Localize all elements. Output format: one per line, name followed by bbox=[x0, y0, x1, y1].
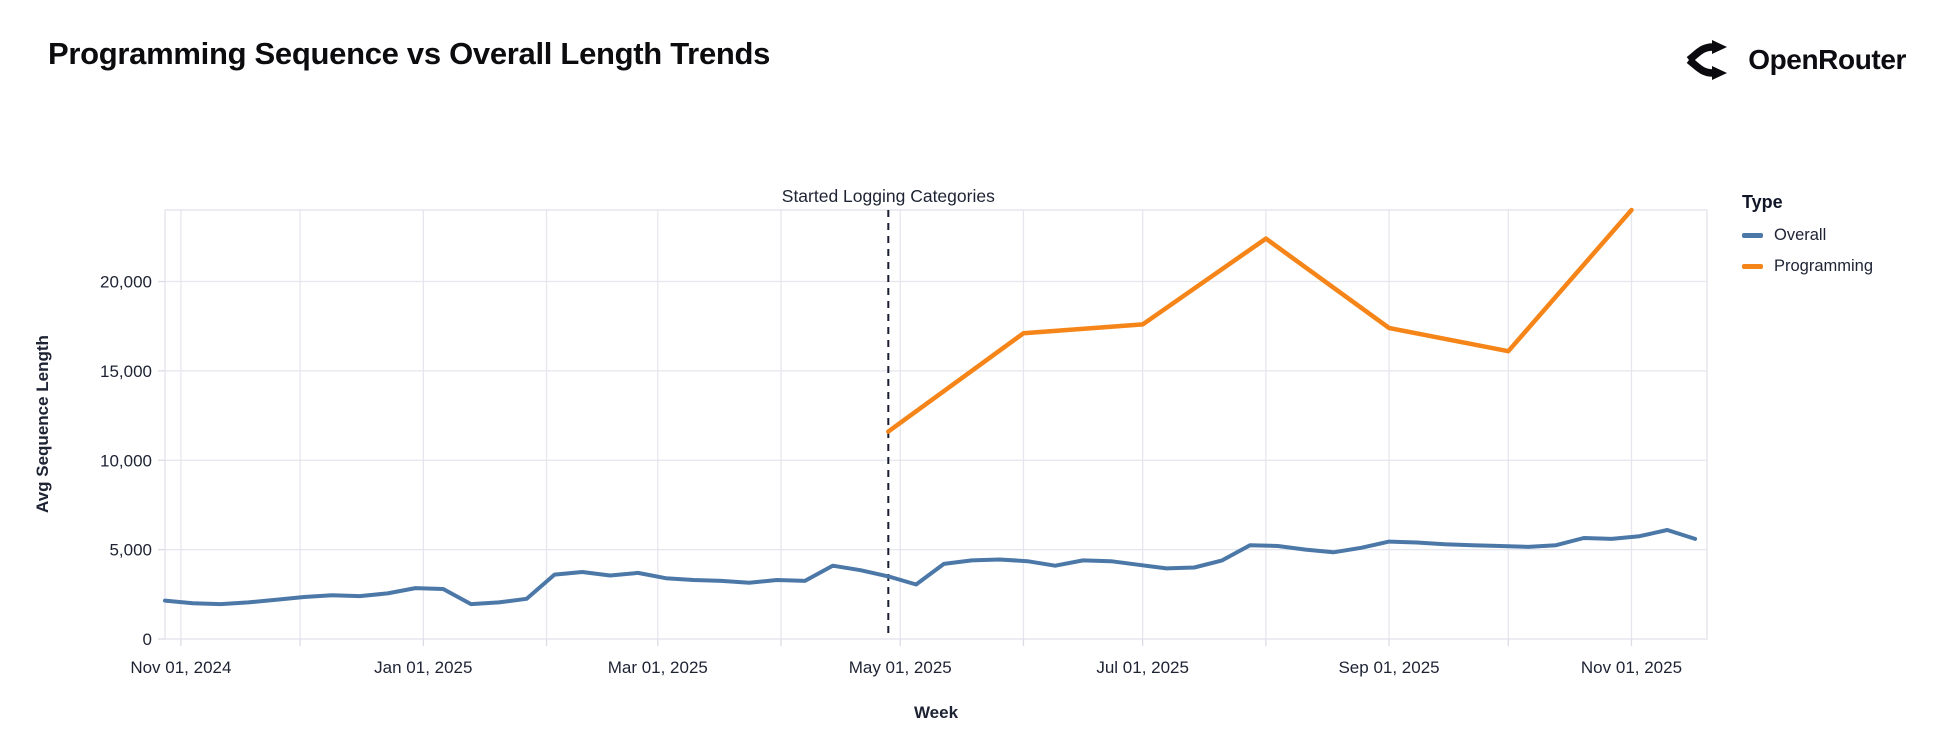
annotation-label: Started Logging Categories bbox=[782, 186, 995, 206]
x-tick-label: Sep 01, 2025 bbox=[1338, 658, 1439, 677]
y-tick-label: 5,000 bbox=[109, 541, 152, 560]
x-tick-label: May 01, 2025 bbox=[849, 658, 952, 677]
legend-item-programming: Programming bbox=[1742, 257, 1873, 276]
brand-name: OpenRouter bbox=[1748, 44, 1906, 75]
y-tick-label: 10,000 bbox=[100, 451, 152, 470]
openrouter-brand: OpenRouter bbox=[1686, 40, 1906, 80]
y-tick-label: 20,000 bbox=[100, 273, 152, 292]
x-tick-label: Jan 01, 2025 bbox=[374, 658, 472, 677]
y-tick-label: 15,000 bbox=[100, 362, 152, 381]
legend-swatch-overall bbox=[1742, 233, 1763, 238]
series-line-overall bbox=[163, 528, 1698, 607]
legend: Type Overall Programming bbox=[1742, 192, 1873, 288]
legend-label: Programming bbox=[1774, 257, 1874, 275]
x-tick-label: Nov 01, 2024 bbox=[130, 658, 231, 677]
y-tick-label: 0 bbox=[143, 630, 152, 649]
plot-border bbox=[164, 209, 1708, 640]
page-title: Programming Sequence vs Overall Length T… bbox=[48, 36, 771, 71]
legend-title: Type bbox=[1742, 192, 1783, 212]
y-axis-title: Avg Sequence Length bbox=[33, 335, 52, 513]
legend-swatch-programming bbox=[1742, 264, 1763, 269]
x-axis-title: Week bbox=[914, 703, 959, 722]
legend-label: Overall bbox=[1774, 226, 1827, 244]
x-tick-label: Nov 01, 2025 bbox=[1581, 658, 1682, 677]
x-tick-label: Jul 01, 2025 bbox=[1096, 658, 1189, 677]
openrouter-logo-icon bbox=[1686, 40, 1734, 80]
series-line-programming bbox=[886, 207, 1634, 434]
legend-item-overall: Overall bbox=[1742, 226, 1873, 245]
x-tick-label: Mar 01, 2025 bbox=[608, 658, 708, 677]
